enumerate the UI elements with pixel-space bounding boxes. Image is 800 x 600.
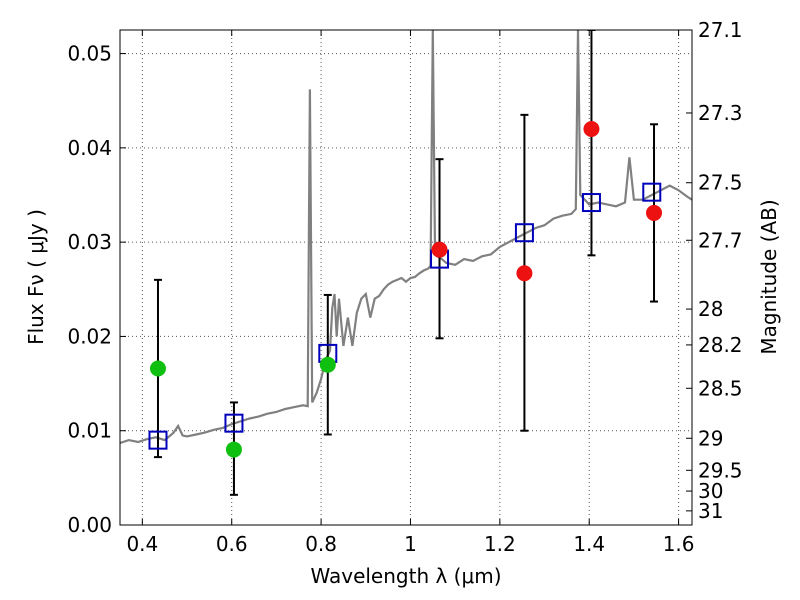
plot-area xyxy=(120,30,692,496)
model-photometry-square xyxy=(224,413,244,433)
observed-photometry-point xyxy=(583,121,600,137)
observed-photometry-point xyxy=(225,441,242,458)
y-tick-label: 0.01 xyxy=(67,419,112,443)
y-tick-label: 0.02 xyxy=(67,324,112,348)
model-photometry-square xyxy=(642,182,662,202)
x-tick-label: 1.4 xyxy=(573,532,605,556)
model-photometry-square xyxy=(581,193,601,213)
observed-photometry-point xyxy=(516,265,533,282)
y-axis-title: Flux Fν ( μJy ) xyxy=(24,209,48,345)
observed-photometry-point xyxy=(149,360,166,377)
right-tick-label: 28.2 xyxy=(698,333,743,357)
model-photometry-markers xyxy=(148,182,662,450)
right-tick-label: 27.1 xyxy=(698,18,743,42)
right-tick-label: 27.3 xyxy=(698,101,743,125)
model-spectrum-line xyxy=(120,30,692,445)
observed-photometry-point xyxy=(431,241,448,258)
x-tick-label: 1 xyxy=(404,532,417,556)
x-tick-label: 0.6 xyxy=(216,532,248,556)
right-tick-label: 28 xyxy=(698,297,723,321)
x-tick-label: 1.6 xyxy=(663,532,695,556)
y-tick-label: 0.00 xyxy=(67,513,112,537)
y-tick-label: 0.05 xyxy=(67,42,112,66)
y-tick-label: 0.04 xyxy=(67,136,112,160)
right-tick-label: 27.5 xyxy=(698,171,743,195)
right-tick-label: 28.5 xyxy=(698,376,743,400)
right-tick-label: 30 xyxy=(698,479,723,503)
model-photometry-square xyxy=(514,223,534,243)
right-tick-label: 29.5 xyxy=(698,458,743,482)
x-axis-title: Wavelength λ (μm) xyxy=(310,564,501,588)
model-photometry-square xyxy=(148,430,168,450)
observed-photometry-markers xyxy=(149,121,663,458)
observed-photometry-point xyxy=(646,204,663,221)
right-tick-label: 29 xyxy=(698,426,723,450)
right-tick-label: 31 xyxy=(698,499,723,523)
x-tick-label: 0.8 xyxy=(305,532,337,556)
plot-frame xyxy=(119,29,693,526)
grid-lines xyxy=(120,30,692,526)
x-axis-ticks: 0.4 0.6 0.8 1 1.2 1.4 1.6 xyxy=(126,30,695,556)
y-axis-ticks: 0.00 0.01 0.02 0.03 0.04 0.05 xyxy=(67,42,126,537)
x-tick-label: 0.4 xyxy=(126,532,158,556)
x-tick-label: 1.2 xyxy=(484,532,516,556)
right-axis-title: Magnitude (AB) xyxy=(757,199,781,354)
right-tick-label: 27.7 xyxy=(698,228,743,252)
y-tick-label: 0.03 xyxy=(67,230,112,254)
observed-photometry-point xyxy=(319,356,336,373)
